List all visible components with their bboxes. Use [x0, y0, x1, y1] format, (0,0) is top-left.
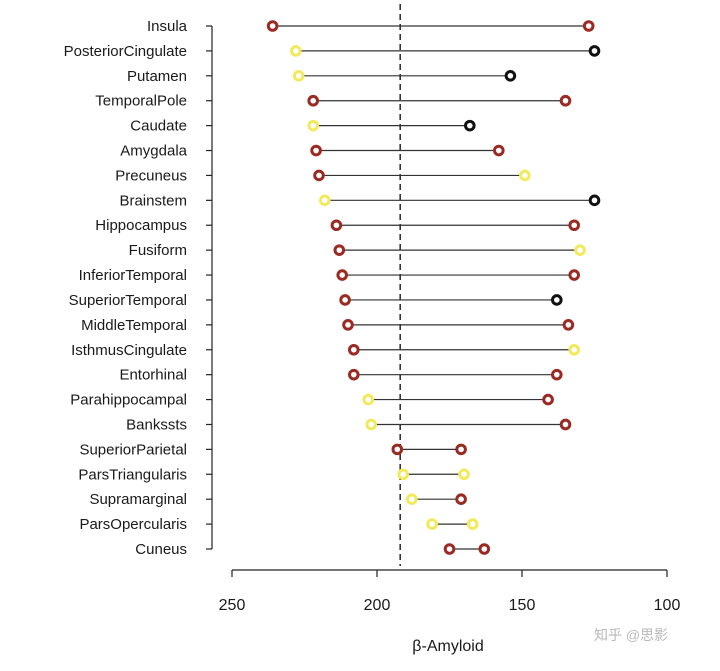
category-label: Fusiform	[129, 242, 187, 259]
point-left	[336, 269, 349, 281]
point-left	[362, 393, 375, 406]
point-right	[551, 294, 563, 306]
category-label: Caudate	[130, 118, 187, 135]
category-label: IsthmusCingulate	[71, 342, 187, 359]
category-label: Hippocampus	[95, 217, 187, 234]
point-left	[310, 144, 322, 157]
point-left	[348, 343, 360, 356]
point-left	[426, 518, 438, 530]
point-right	[568, 269, 581, 281]
point-right	[519, 169, 531, 182]
x-tick-label: 100	[654, 597, 681, 614]
point-left	[292, 70, 305, 82]
category-label: Putamen	[127, 68, 187, 85]
point-left	[339, 294, 351, 306]
category-label: MiddleTemporal	[81, 317, 187, 334]
category-label: Insula	[147, 18, 188, 35]
point-left	[406, 493, 418, 505]
point-left	[319, 194, 331, 207]
category-label: PosteriorCingulate	[64, 43, 187, 60]
point-left	[307, 94, 320, 107]
tick-labels: 250 200 150 100	[219, 597, 681, 614]
category-labels: Insula PosteriorCingulate Putamen TemporalP…	[64, 18, 188, 558]
point-left	[342, 319, 354, 331]
x-tick-label: 250	[219, 597, 246, 614]
point-left	[397, 468, 409, 481]
point-right	[464, 119, 476, 132]
point-right	[455, 493, 467, 505]
point-left	[333, 244, 346, 256]
point-left	[307, 119, 320, 132]
watermark: 知乎 @思影	[594, 627, 668, 643]
point-right	[466, 518, 479, 530]
category-label: ParsOpercularis	[79, 516, 187, 533]
point-right	[574, 244, 586, 256]
category-label: InferiorTemporal	[79, 267, 187, 284]
point-left	[290, 45, 302, 57]
y-axis	[206, 25, 213, 550]
point-left	[266, 20, 279, 32]
point-right	[562, 319, 575, 331]
category-label: SuperiorParietal	[79, 441, 187, 458]
category-label: ParsTriangularis	[78, 466, 187, 483]
point-right	[582, 20, 595, 32]
point-right	[588, 45, 601, 57]
category-label: Entorhinal	[119, 367, 187, 384]
x-tick-label: 200	[364, 597, 391, 614]
category-label: TemporalPole	[95, 93, 187, 110]
category-label: Cuneus	[135, 541, 187, 558]
category-label: SuperiorTemporal	[69, 292, 187, 309]
category-label: Supramarginal	[89, 491, 187, 508]
x-axis-title: β-Amyloid	[412, 638, 483, 655]
segments	[272, 25, 595, 550]
point-left	[443, 543, 456, 555]
category-label: Parahippocampal	[70, 392, 187, 409]
category-label: Amygdala	[120, 143, 187, 160]
point-right	[588, 194, 601, 207]
point-left	[330, 219, 343, 232]
point-right	[559, 418, 572, 431]
point-left	[348, 368, 360, 381]
point-right	[478, 543, 491, 555]
point-right	[504, 70, 517, 82]
point-right	[455, 443, 467, 456]
category-label: Precuneus	[115, 167, 187, 184]
point-left	[365, 418, 378, 431]
x-tick-label: 150	[509, 597, 536, 614]
point-right	[559, 94, 572, 107]
point-right	[542, 393, 554, 406]
category-label: Brainstem	[119, 192, 187, 209]
point-left	[391, 443, 404, 456]
points	[266, 20, 601, 555]
x-axis	[231, 569, 668, 577]
point-right	[568, 343, 581, 356]
point-right	[493, 144, 505, 157]
point-right	[568, 219, 581, 232]
point-right	[458, 468, 470, 481]
point-left	[313, 169, 325, 182]
point-right	[551, 368, 563, 381]
category-label: Bankssts	[126, 416, 187, 433]
